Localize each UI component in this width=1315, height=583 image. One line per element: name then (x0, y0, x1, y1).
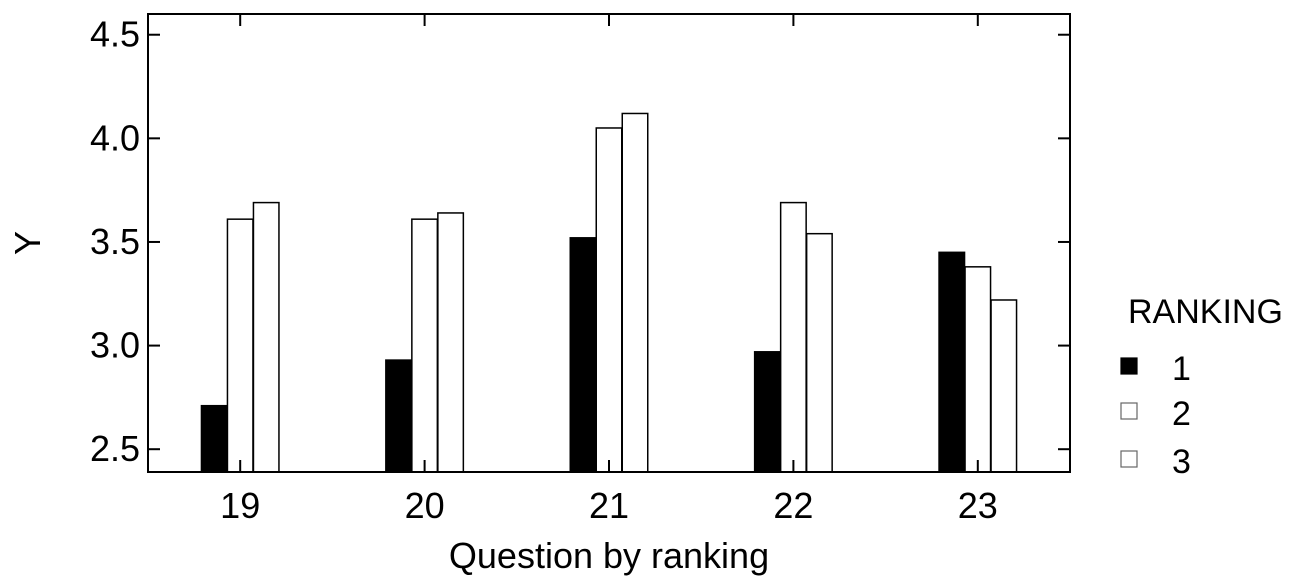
legend: RANKING 1 2 3 (1120, 293, 1283, 481)
y-tick-label: 3.0 (90, 325, 140, 366)
x-tick-label: 19 (220, 485, 260, 526)
bar-19-series-1 (200, 404, 228, 473)
y-tick-label: 3.5 (90, 221, 140, 262)
bar-22-series-1 (753, 351, 781, 473)
x-tick-label: 22 (773, 485, 813, 526)
x-axis-title: Question by ranking (449, 535, 769, 576)
y-tick-label: 2.5 (90, 428, 140, 469)
legend-label-2: 2 (1172, 395, 1191, 433)
bar-20-series-1 (385, 359, 413, 473)
bars-layer (200, 112, 1018, 473)
bar-21-series-2 (595, 127, 623, 473)
y-tick-label: 4.5 (90, 14, 140, 55)
legend-swatch-2 (1120, 402, 1138, 420)
bar-23-series-1 (938, 251, 966, 473)
bar-20-series-3 (437, 212, 465, 473)
x-tick-label: 23 (958, 485, 998, 526)
legend-swatch-3 (1120, 450, 1138, 468)
bar-19-series-2 (226, 218, 254, 473)
x-tick-label: 20 (405, 485, 445, 526)
x-axis: 19 20 21 22 23 (220, 14, 998, 526)
x-tick-label: 21 (589, 485, 629, 526)
bar-22-series-2 (779, 201, 807, 473)
legend-label-3: 3 (1172, 443, 1191, 481)
bar-20-series-2 (411, 218, 439, 473)
y-tick-label: 4.0 (90, 117, 140, 158)
legend-label-1: 1 (1172, 350, 1191, 388)
legend-swatch-1 (1120, 357, 1138, 375)
bar-19-series-3 (252, 201, 280, 473)
bar-23-series-3 (990, 299, 1018, 473)
bar-22-series-3 (805, 232, 833, 473)
bar-21-series-1 (569, 237, 597, 473)
y-axis-title: Y (7, 231, 48, 255)
bar-21-series-3 (621, 112, 649, 473)
legend-title: RANKING (1128, 293, 1283, 331)
bar-23-series-2 (964, 266, 992, 473)
y-axis: 2.5 3.0 3.5 4.0 4.5 (90, 14, 1070, 469)
